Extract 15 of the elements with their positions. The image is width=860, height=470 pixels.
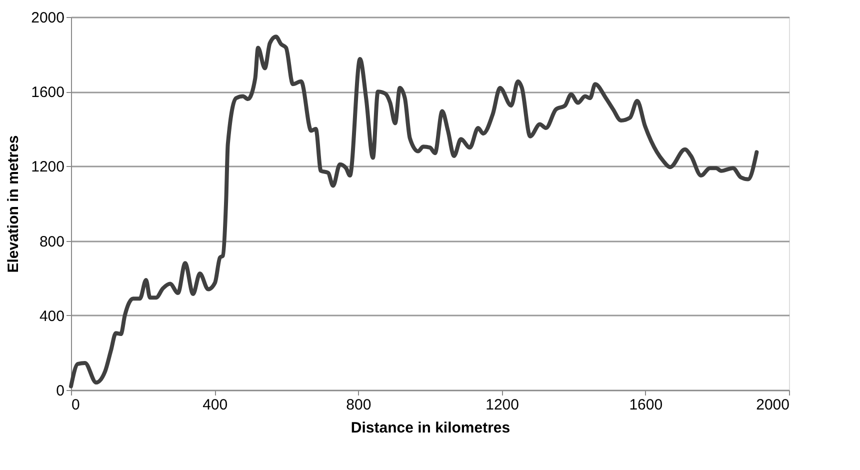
x-tick-label: 800 [346,396,372,414]
x-axis-title: Distance in kilometres [350,420,510,436]
y-tick-label: 400 [39,308,64,325]
y-tick-label: 1600 [31,84,64,102]
y-axis-title: Elevation in metres [5,135,22,273]
y-tick-label: 1200 [31,158,64,176]
x-tick-label: 0 [72,396,80,414]
y-tick-label: 800 [39,233,64,250]
y-tick-label: 0 [56,382,64,400]
y-tick-label: 2000 [31,10,64,26]
line-series [69,34,759,388]
x-tick-label: 2000 [756,396,790,414]
x-tick-label: 1600 [629,396,663,414]
x-tick-label: 1200 [486,396,519,414]
x-tick-label: 400 [202,396,228,414]
